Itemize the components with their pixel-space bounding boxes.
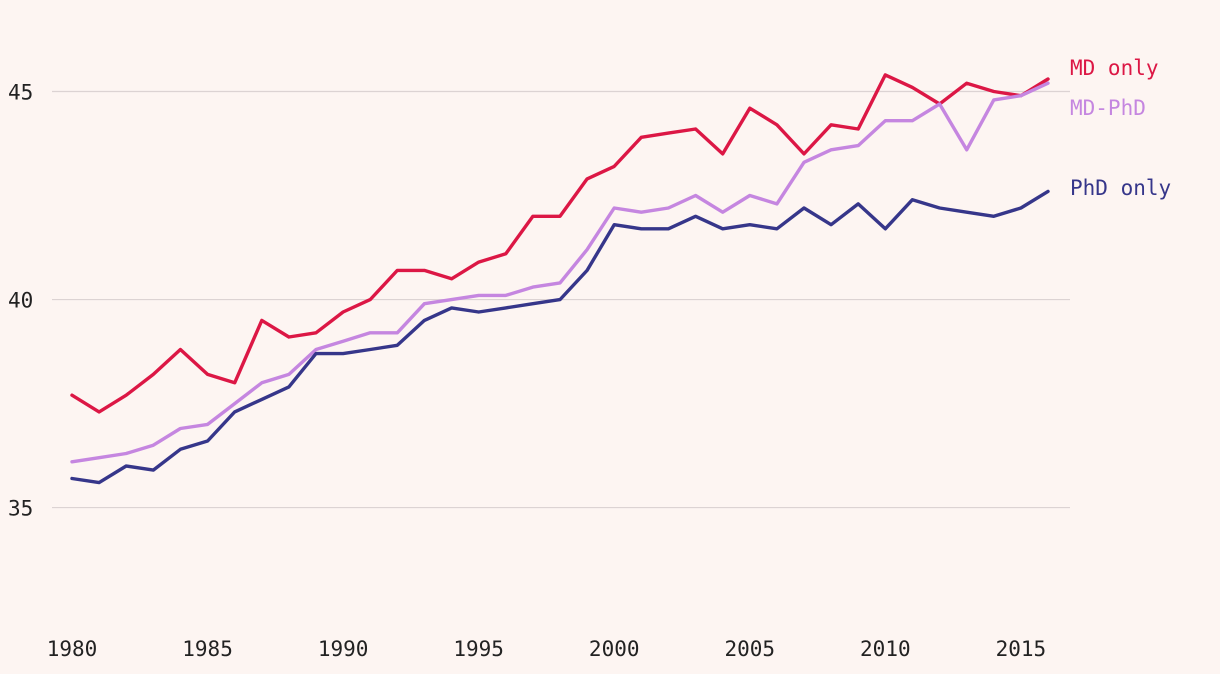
y-tick-label: 45	[8, 81, 33, 105]
x-tick-label: 2015	[996, 637, 1047, 661]
series-line-phd-only	[70, 189, 1050, 485]
x-tick-label: 2010	[860, 637, 911, 661]
series-line-md-only	[70, 73, 1050, 414]
x-tick-label: 2005	[724, 637, 775, 661]
x-tick-label: 1990	[318, 637, 369, 661]
x-tick-label: 1985	[182, 637, 233, 661]
x-axis: 1980 1985 1990 1995 2000 2005 2010 2015	[47, 637, 1046, 661]
y-tick-label: 35	[8, 497, 33, 521]
series-label-md-phd: MD-PhD	[1070, 96, 1146, 120]
y-tick-label: 40	[8, 289, 33, 313]
x-tick-label: 2000	[589, 637, 640, 661]
series-labels: MD only MD-PhD PhD only	[1070, 56, 1171, 200]
x-tick-label: 1980	[47, 637, 98, 661]
series-label-phd-only: PhD only	[1070, 176, 1171, 200]
series-lines	[70, 73, 1050, 485]
y-axis: 35 40 45	[8, 81, 33, 521]
series-line-md-phd	[70, 81, 1050, 464]
x-tick-label: 1995	[453, 637, 504, 661]
series-label-md-only: MD only	[1070, 56, 1159, 80]
